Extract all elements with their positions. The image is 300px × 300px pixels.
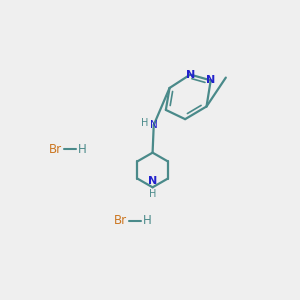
Text: N: N [206, 75, 215, 85]
Text: Br: Br [114, 214, 128, 227]
Text: Br: Br [49, 143, 62, 156]
Text: N: N [148, 176, 157, 186]
Text: H: H [143, 214, 152, 227]
Text: H: H [149, 189, 156, 199]
Text: H: H [78, 143, 87, 156]
Text: N: N [186, 70, 195, 80]
Text: N: N [150, 120, 158, 130]
Text: H: H [141, 118, 148, 128]
